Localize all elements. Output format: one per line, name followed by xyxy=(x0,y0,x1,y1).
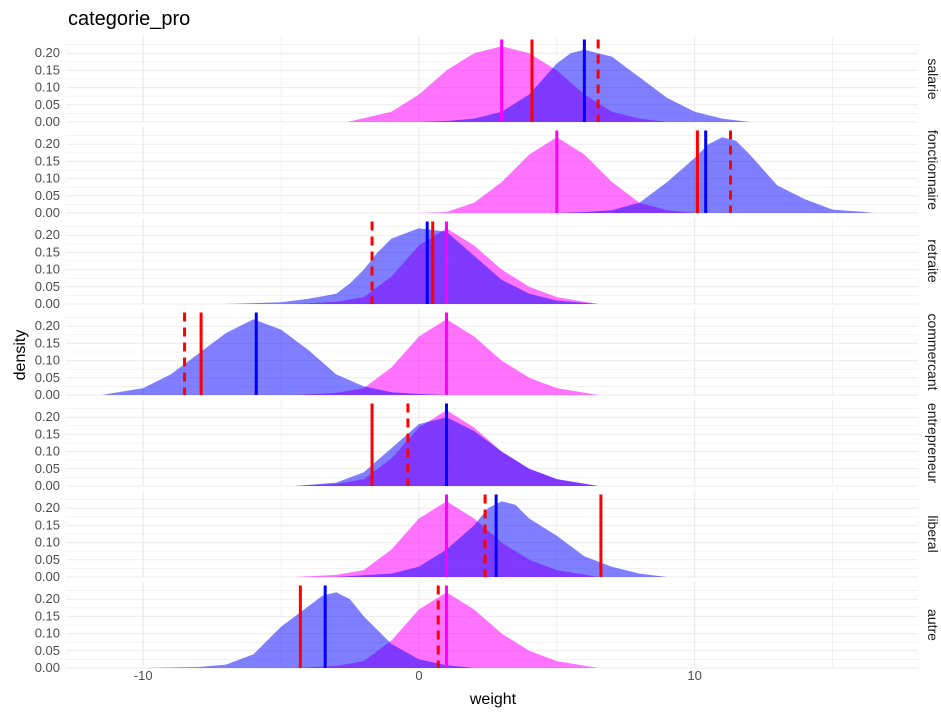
blue-density-area xyxy=(336,501,668,577)
x-axis-label: weight xyxy=(469,691,517,708)
y-tick-label: 0.05 xyxy=(35,461,60,476)
panel-fonctionnaire: 0.00 0.05 0.10 0.15 0.20 fonctionnaire xyxy=(35,127,941,220)
y-tick-label: 0.10 xyxy=(35,262,60,277)
strip-label-liberal: liberal xyxy=(925,515,941,552)
y-tick-label: 0.10 xyxy=(35,535,60,550)
y-tick-label: 0.05 xyxy=(35,188,60,203)
y-tick-label: 0.20 xyxy=(35,45,60,60)
y-tick-label: 0.15 xyxy=(35,153,60,168)
panel-salarie: 0.00 0.05 0.10 0.15 0.20 salarie xyxy=(35,36,941,129)
y-tick-label: 0.15 xyxy=(35,426,60,441)
blue-density-area xyxy=(556,137,874,213)
panel-commercant: 0.00 0.05 0.10 0.15 0.20 commercant xyxy=(35,309,941,402)
x-tick-label: 10 xyxy=(687,668,701,683)
y-tick-label: 0.00 xyxy=(35,569,60,584)
y-tick-label: 0.10 xyxy=(35,171,60,186)
y-tick-label: 0.05 xyxy=(35,97,60,112)
y-tick-label: 0.15 xyxy=(35,517,60,532)
y-tick-label: 0.00 xyxy=(35,114,60,129)
y-tick-label: 0.20 xyxy=(35,591,60,606)
y-tick-label: 0.20 xyxy=(35,409,60,424)
panel-autre: 0.00 0.05 0.10 0.15 0.20 autre xyxy=(35,582,941,675)
x-axis: -10 0 10 xyxy=(134,668,702,683)
y-tick-label: 0.10 xyxy=(35,626,60,641)
y-tick-label: 0.15 xyxy=(35,62,60,77)
chart-title: categorie_pro xyxy=(68,8,190,30)
y-axis-label: density xyxy=(12,330,29,381)
y-tick-label: 0.00 xyxy=(35,478,60,493)
y-tick-label: 0.15 xyxy=(35,608,60,623)
strip-label-salarie: salarie xyxy=(925,58,941,99)
y-tick-label: 0.05 xyxy=(35,552,60,567)
strip-label-entrepreneur: entrepreneur xyxy=(925,403,941,484)
y-tick-label: 0.05 xyxy=(35,643,60,658)
y-tick-label: 0.00 xyxy=(35,205,60,220)
y-tick-label: 0.00 xyxy=(35,660,60,675)
y-tick-label: 0.05 xyxy=(35,370,60,385)
x-tick-label: -10 xyxy=(134,668,153,683)
panel-liberal: 0.00 0.05 0.10 0.15 0.20 liberal xyxy=(35,491,941,584)
x-tick-label: 0 xyxy=(415,668,422,683)
blue-density-area xyxy=(101,319,447,395)
panels-layer: 0.000.050.100.150.20salarie0.000.050.100… xyxy=(35,36,941,675)
y-tick-label: 0.20 xyxy=(35,136,60,151)
y-tick-label: 0.00 xyxy=(35,387,60,402)
y-tick-label: 0.10 xyxy=(35,353,60,368)
blue-density-area xyxy=(143,592,475,668)
blue-density-area xyxy=(225,228,599,304)
strip-label-fonctionnaire: fonctionnaire xyxy=(925,130,941,210)
y-tick-label: 0.00 xyxy=(35,296,60,311)
y-tick-label: 0.10 xyxy=(35,444,60,459)
y-tick-label: 0.20 xyxy=(35,318,60,333)
y-tick-label: 0.20 xyxy=(35,500,60,515)
strip-label-commercant: commercant xyxy=(925,313,941,390)
y-tick-label: 0.15 xyxy=(35,335,60,350)
y-tick-label: 0.10 xyxy=(35,80,60,95)
panel-retraite: 0.00 0.05 0.10 0.15 0.20 retraite xyxy=(35,218,941,311)
y-tick-label: 0.20 xyxy=(35,227,60,242)
strip-label-retraite: retraite xyxy=(925,239,941,283)
strip-label-autre: autre xyxy=(925,609,941,641)
y-tick-label: 0.15 xyxy=(35,244,60,259)
y-tick-label: 0.05 xyxy=(35,279,60,294)
panel-entrepreneur: 0.00 0.05 0.10 0.15 0.20 entrepreneur xyxy=(35,400,941,493)
